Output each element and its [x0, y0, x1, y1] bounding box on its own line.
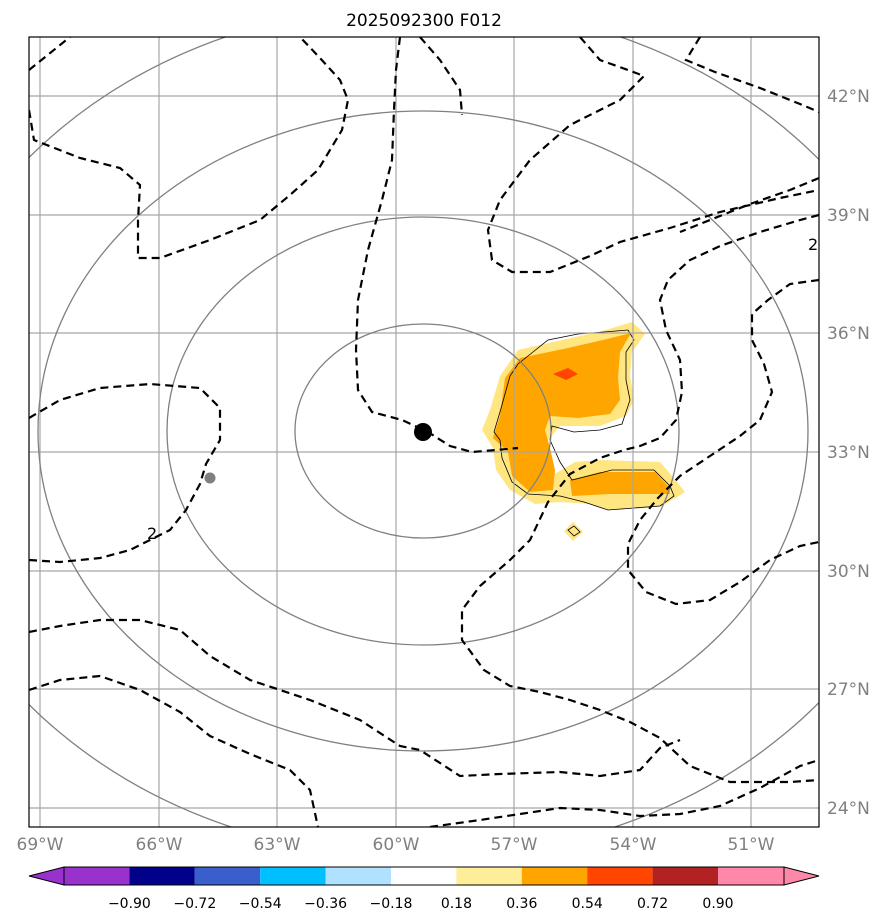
lat-tick-labels: 42°N 39°N 36°N 33°N 30°N 27°N 24°N — [827, 87, 870, 819]
range-rings — [29, 37, 819, 827]
lon-tick-label: 69°W — [17, 835, 64, 855]
lon-tick-label: 54°W — [610, 835, 657, 855]
colorbar-tick-label: −0.90 — [108, 896, 151, 912]
colorbar-tick-label: 0.72 — [637, 896, 668, 912]
colorbar-extend-low — [28, 866, 65, 886]
colorbar-segment — [260, 867, 326, 885]
colorbar-tick-label: −0.72 — [173, 896, 216, 912]
colorbar-segment — [652, 867, 718, 885]
contour-label-west: 2 — [147, 524, 157, 543]
shade-light-dot — [564, 522, 583, 541]
colorbar-tick-label: −0.18 — [370, 896, 413, 912]
lat-tick-label: 24°N — [827, 799, 870, 819]
range-ring-1 — [294, 323, 552, 539]
lon-tick-label: 66°W — [136, 835, 183, 855]
colorbar-tick-label: −0.54 — [239, 896, 282, 912]
lon-tick-labels: 69°W 66°W 63°W 60°W 57°W 54°W 51°W — [17, 835, 775, 855]
range-ring-2 — [166, 216, 680, 646]
chart-title: 2025092300 F012 — [346, 11, 502, 31]
lon-tick-label: 51°W — [728, 835, 775, 855]
shade-orange-south — [570, 472, 670, 496]
colorbar-segment — [325, 867, 391, 885]
colorbar-segment — [521, 867, 588, 885]
secondary-marker — [204, 472, 216, 484]
colorbar-segment — [129, 867, 195, 885]
lon-tick-label: 63°W — [254, 835, 301, 855]
graticule — [29, 37, 819, 827]
lat-tick-label: 42°N — [827, 87, 870, 107]
colorbar: −0.90 −0.72 −0.54 −0.36 −0.18 0.18 0.36 … — [28, 866, 820, 912]
map-border — [28, 36, 820, 828]
colorbar-tick-label: 0.18 — [441, 896, 472, 912]
colorbar-tick-label: −0.36 — [304, 896, 347, 912]
colorbar-segment — [718, 867, 784, 885]
colorbar-tick-label: 0.90 — [702, 896, 733, 912]
colorbar-tick-label: 0.36 — [506, 896, 537, 912]
colorbar-segment — [194, 867, 261, 885]
colorbar-tick-label: 0.54 — [572, 896, 603, 912]
colorbar-segment — [391, 867, 457, 885]
lat-tick-label: 39°N — [827, 206, 870, 226]
colorbar-segment — [456, 867, 522, 885]
range-ring-3 — [37, 110, 809, 752]
lat-tick-label: 33°N — [827, 443, 870, 463]
map-area: 2 2 — [29, 37, 819, 827]
lon-tick-label: 60°W — [373, 835, 420, 855]
lon-tick-label: 57°W — [491, 835, 538, 855]
dashed-contours — [29, 37, 819, 827]
contour-label-east: 2 — [808, 235, 818, 254]
lat-tick-label: 27°N — [827, 680, 870, 700]
lat-tick-label: 30°N — [827, 562, 870, 582]
colorbar-segment — [64, 867, 130, 885]
colorbar-segment — [587, 867, 653, 885]
center-marker — [414, 423, 432, 441]
colorbar-frame — [63, 866, 785, 886]
shade-red-spot — [553, 368, 578, 380]
lat-tick-label: 36°N — [827, 324, 870, 344]
colorbar-extend-high — [783, 866, 820, 886]
